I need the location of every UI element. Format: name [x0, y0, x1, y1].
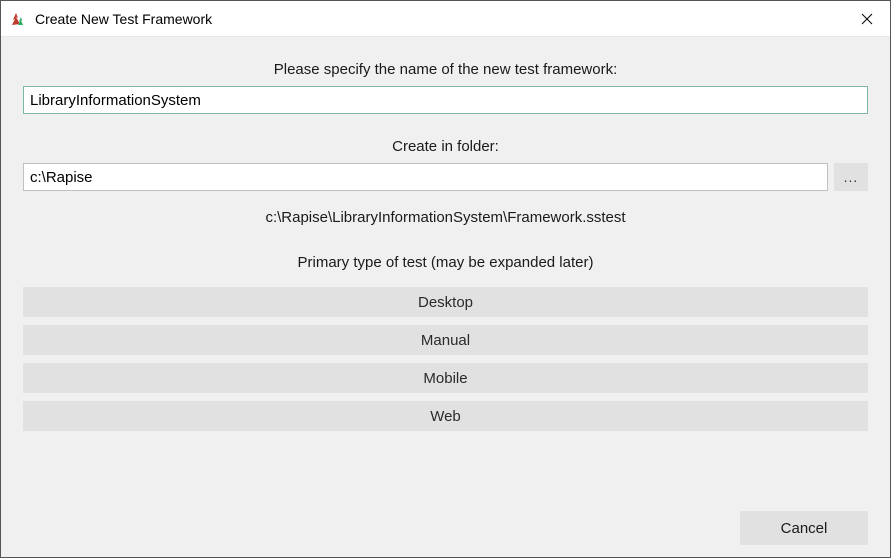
- cancel-button[interactable]: Cancel: [740, 511, 868, 545]
- app-icon: [9, 11, 25, 27]
- close-button[interactable]: [844, 1, 890, 37]
- titlebar: Create New Test Framework: [1, 1, 890, 37]
- window-title: Create New Test Framework: [35, 11, 212, 27]
- folder-row: ...: [23, 163, 868, 191]
- close-icon: [861, 13, 873, 25]
- name-input-container: [23, 86, 868, 114]
- type-prompt-label: Primary type of test (may be expanded la…: [23, 254, 868, 271]
- framework-name-input[interactable]: [23, 86, 868, 114]
- dialog-content: Please specify the name of the new test …: [1, 37, 890, 557]
- test-type-web[interactable]: Web: [23, 401, 868, 431]
- button-bar: Cancel: [740, 511, 868, 545]
- folder-prompt-label: Create in folder:: [23, 138, 868, 155]
- folder-path-input[interactable]: [23, 163, 828, 191]
- test-type-desktop[interactable]: Desktop: [23, 287, 868, 317]
- test-type-mobile[interactable]: Mobile: [23, 363, 868, 393]
- name-prompt-label: Please specify the name of the new test …: [23, 61, 868, 78]
- browse-button[interactable]: ...: [834, 163, 868, 191]
- test-type-manual[interactable]: Manual: [23, 325, 868, 355]
- path-preview-label: c:\Rapise\LibraryInformationSystem\Frame…: [23, 209, 868, 226]
- test-type-list: Desktop Manual Mobile Web: [23, 287, 868, 431]
